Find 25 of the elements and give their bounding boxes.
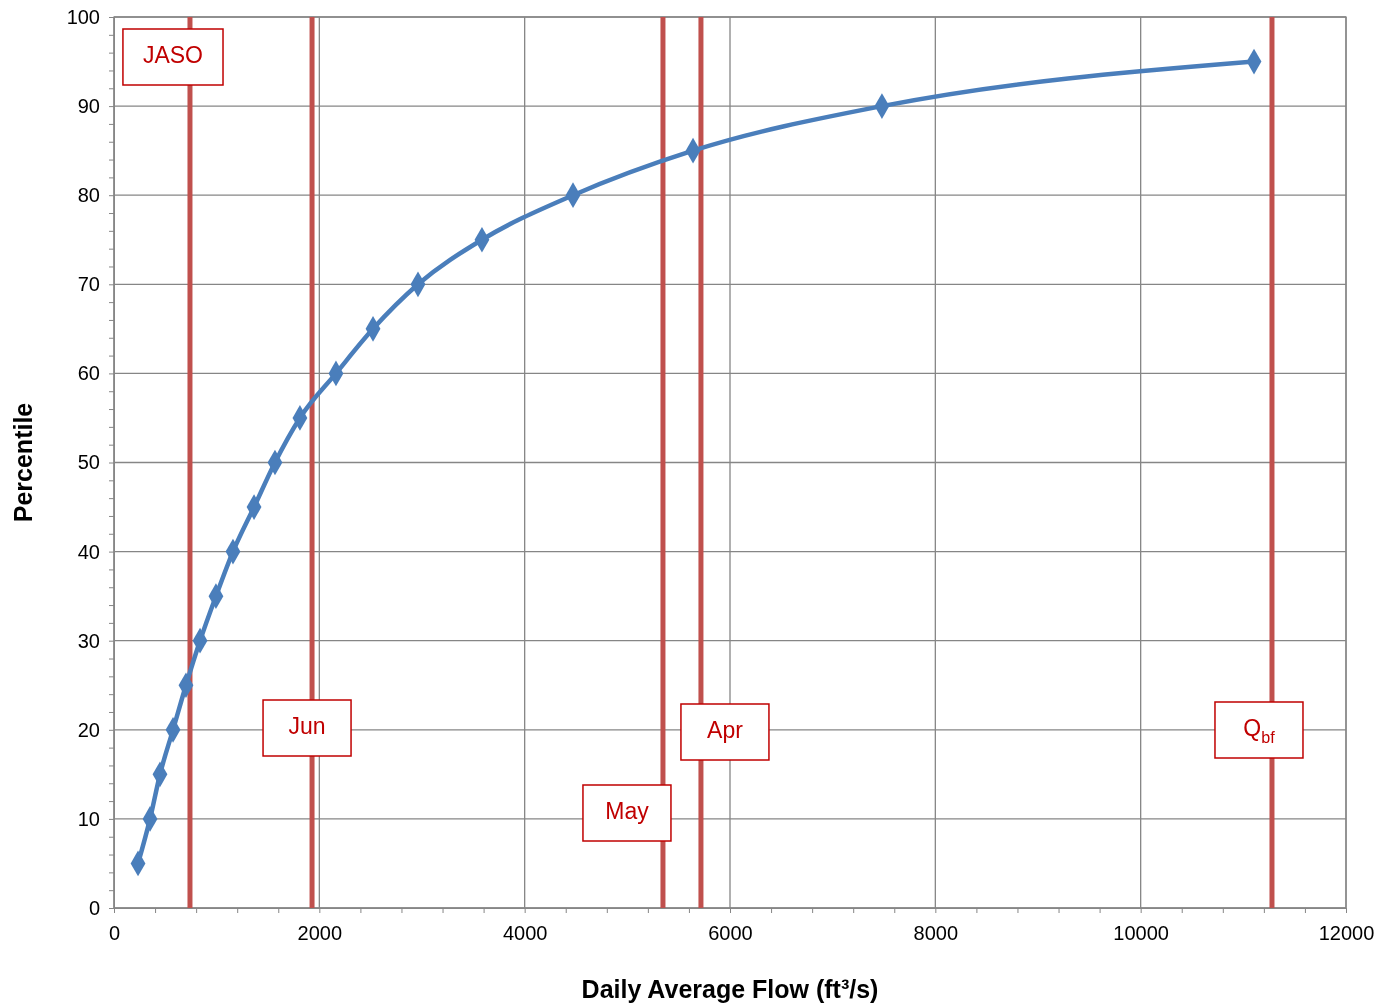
y-tick-label: 100 — [66, 5, 100, 28]
x-tick-label: 12000 — [1318, 922, 1375, 944]
y-tick-label: 30 — [77, 629, 100, 652]
y-axis-title: Percentile — [9, 402, 37, 523]
y-tick-label: 80 — [77, 184, 100, 207]
x-tick-label: 8000 — [913, 922, 959, 944]
ref-line-label: Apr — [707, 717, 744, 744]
x-tick-label: 6000 — [708, 922, 753, 944]
ref-line-label: Jun — [288, 713, 326, 740]
ref-line-label: May — [605, 798, 650, 825]
ref-line-label: JASO — [142, 42, 204, 69]
ref-line-label: Q$_{bf}$ — [1243, 715, 1276, 747]
x-tick-label: 4000 — [502, 922, 548, 944]
x-tick-label: 10000 — [1113, 922, 1169, 944]
y-tick-label: 40 — [77, 540, 100, 563]
y-tick-label: 10 — [77, 807, 100, 830]
y-tick-label: 70 — [77, 273, 100, 296]
x-tick-label: 0 — [108, 922, 121, 944]
x-tick-label: 2000 — [297, 922, 343, 944]
y-tick-label: 50 — [77, 451, 100, 474]
y-tick-label: 0 — [88, 896, 100, 919]
y-tick-label: 20 — [77, 718, 100, 741]
x-axis-title: Daily Average Flow (ft³/s) — [581, 975, 879, 1003]
y-tick-label: 60 — [77, 362, 100, 385]
y-tick-label: 90 — [77, 95, 100, 117]
